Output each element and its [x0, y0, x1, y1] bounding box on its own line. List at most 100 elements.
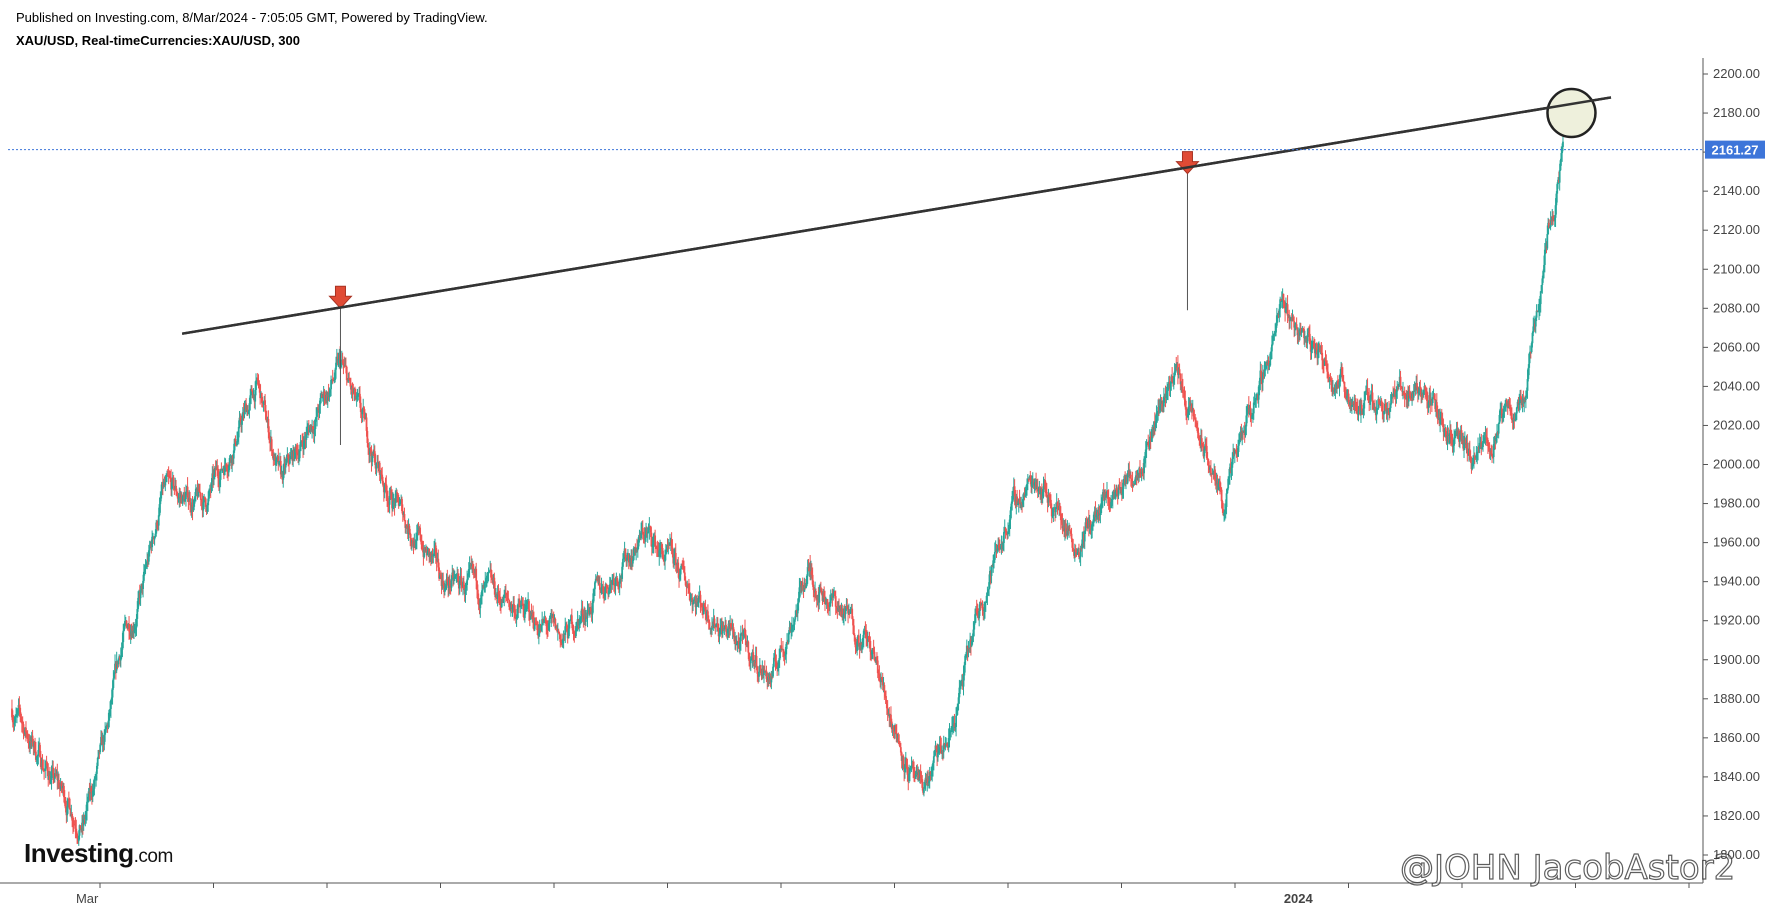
candle-body — [664, 552, 667, 555]
candle — [295, 444, 298, 461]
candle — [1140, 467, 1143, 482]
candle — [1320, 342, 1323, 355]
candle — [674, 543, 677, 572]
candle-body — [1140, 471, 1143, 474]
candle-body — [683, 566, 685, 573]
candle-body — [31, 735, 34, 743]
candle-body — [1054, 507, 1057, 513]
candle — [260, 392, 263, 408]
candle-body — [979, 601, 982, 606]
candle — [791, 624, 794, 633]
candle-body — [549, 617, 552, 619]
candle-body — [973, 622, 976, 630]
candle-body — [20, 719, 23, 724]
candle — [34, 737, 36, 754]
candle — [39, 742, 41, 758]
candle — [981, 600, 984, 616]
candle — [525, 599, 528, 612]
candle — [1355, 398, 1357, 414]
candle-body — [1219, 487, 1222, 490]
candle — [397, 494, 400, 509]
candle — [946, 742, 948, 747]
candle — [1155, 405, 1158, 429]
candle-body — [550, 615, 553, 618]
candle-body — [862, 630, 865, 638]
candle-body — [547, 629, 549, 631]
candle-body — [640, 530, 643, 539]
candle-body — [395, 492, 398, 499]
candle-body — [1280, 299, 1282, 302]
candle-body — [1357, 410, 1360, 415]
candle-body — [782, 650, 785, 654]
candle-body — [964, 655, 967, 665]
candle-body — [1252, 413, 1254, 416]
candle — [71, 812, 74, 828]
candle-body — [679, 568, 682, 575]
candle — [1162, 387, 1165, 413]
candle — [755, 646, 758, 671]
candle-body — [366, 430, 369, 443]
candle-body — [1066, 527, 1069, 535]
candle-body — [719, 627, 722, 634]
candle — [1375, 400, 1378, 424]
candle-body — [41, 762, 44, 769]
candle — [396, 492, 399, 503]
candle-body — [505, 593, 508, 596]
candle-body — [515, 617, 518, 620]
candle-body — [985, 595, 988, 602]
candle-body — [990, 565, 993, 576]
candle-body — [47, 770, 50, 780]
candle-body — [397, 501, 400, 506]
candle-body — [198, 488, 201, 492]
candle-body — [899, 747, 902, 753]
candle-body — [786, 641, 788, 645]
candle — [1091, 521, 1094, 539]
candle — [688, 578, 690, 594]
candle-body — [1286, 304, 1289, 316]
candle-body — [520, 603, 523, 607]
candle — [518, 598, 521, 608]
candle — [1226, 487, 1229, 494]
candle-body — [1271, 344, 1273, 352]
candle — [744, 629, 747, 652]
candle — [277, 448, 280, 471]
candle-body — [733, 635, 736, 642]
candle-body — [737, 640, 740, 642]
candle-body — [972, 629, 975, 637]
candle — [1174, 363, 1177, 376]
candle — [681, 560, 684, 570]
candle-body — [1296, 327, 1299, 336]
candle-body — [73, 824, 76, 826]
candle-body — [622, 557, 625, 559]
candle-body — [481, 590, 483, 595]
candle-body — [428, 548, 431, 556]
candle — [905, 757, 908, 770]
candle-body — [552, 614, 555, 623]
candle-body — [670, 540, 673, 548]
candle — [565, 621, 568, 633]
candle-body — [726, 628, 729, 634]
candle — [1205, 437, 1208, 460]
candle-body — [1368, 397, 1371, 403]
candle-body — [780, 645, 783, 650]
candle-body — [1344, 391, 1347, 396]
candle-body — [1049, 497, 1051, 500]
candle-body — [282, 470, 285, 480]
candle-body — [1194, 418, 1197, 421]
candle — [108, 709, 111, 728]
candle-body — [84, 816, 87, 820]
candle — [540, 624, 543, 632]
candle-body — [1355, 406, 1358, 408]
candle — [503, 589, 506, 607]
candle-body — [448, 580, 451, 586]
candle-body — [540, 625, 543, 631]
candle-body — [554, 618, 557, 629]
candle-body — [1238, 434, 1241, 441]
candle — [806, 559, 809, 584]
candle-body — [616, 577, 619, 583]
candle — [1244, 424, 1247, 438]
candle — [644, 527, 647, 548]
candle-body — [567, 628, 570, 639]
candle-body — [1007, 531, 1009, 535]
